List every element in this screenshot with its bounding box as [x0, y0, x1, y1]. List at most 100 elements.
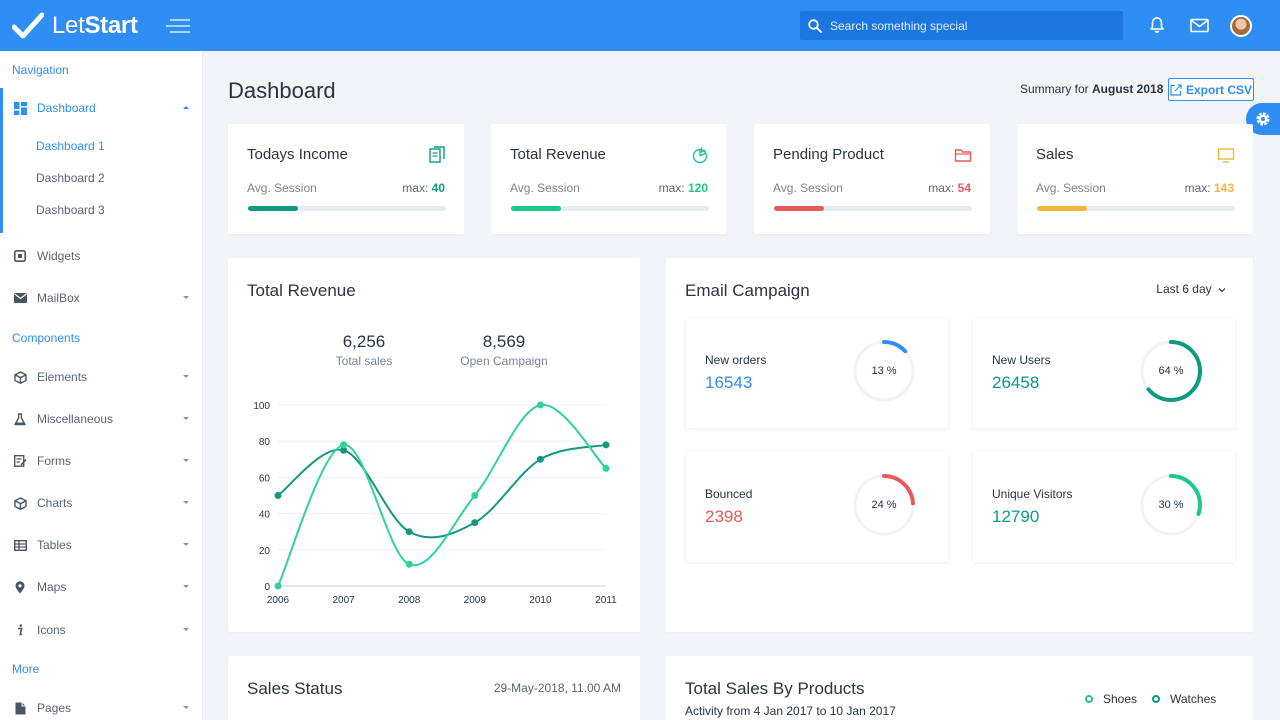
- sidebar-subitem-dashboard-1[interactable]: Dashboard 1: [36, 139, 105, 153]
- sidebar-item-label: MailBox: [37, 291, 80, 305]
- stat-card-total-revenue: Total Revenue Avg. Session max: 120: [491, 124, 727, 234]
- chevron-down-icon: [183, 543, 189, 546]
- data-point: [405, 560, 413, 568]
- campaign-card-new-orders: New orders 16543 13 %: [686, 318, 948, 428]
- messages-button[interactable]: [1188, 14, 1210, 36]
- table-icon: [13, 538, 27, 552]
- sidebar-item-mailbox[interactable]: MailBox: [0, 284, 203, 312]
- user-avatar[interactable]: [1230, 15, 1252, 37]
- sidebar-item-charts[interactable]: Charts: [0, 489, 203, 517]
- progress-bar: [1037, 206, 1235, 211]
- legend-dot-icon: [1152, 695, 1160, 703]
- menu-toggle-button[interactable]: [166, 15, 192, 37]
- clipboard-icon: [429, 146, 445, 163]
- notifications-button[interactable]: [1146, 14, 1168, 36]
- campaign-value: 2398: [705, 507, 743, 526]
- sidebar-subitem-dashboard-2[interactable]: Dashboard 2: [36, 171, 105, 185]
- page-title: Dashboard: [228, 78, 336, 103]
- sales-status-timestamp: 29-May-2018, 11.00 AM: [493, 681, 621, 695]
- series-line-1: [277, 443, 607, 539]
- progress-ring: [853, 340, 915, 402]
- stat-max: max: 40: [402, 181, 445, 195]
- pie-chart-icon: [692, 147, 708, 164]
- sidebar-item-miscellaneous[interactable]: Miscellaneous: [0, 405, 203, 433]
- card-title: Total Revenue: [247, 281, 356, 300]
- date-range-dropdown[interactable]: Last 6 day: [1156, 282, 1226, 296]
- card-title: Email Campaign: [685, 281, 810, 300]
- stat-card-pending-product: Pending Product Avg. Session max: 54: [754, 124, 990, 234]
- progress-fill: [1037, 206, 1087, 211]
- open-campaign-value: 8,569: [482, 332, 526, 351]
- data-point: [602, 441, 610, 449]
- stat-card-todays-income: Todays Income Avg. Session max: 40: [228, 124, 464, 234]
- sidebar-item-maps[interactable]: Maps: [0, 573, 203, 601]
- search-icon[interactable]: [808, 18, 822, 33]
- sidebar-item-label: Pages: [37, 701, 72, 715]
- stat-subtitle: Avg. Session: [1036, 181, 1106, 195]
- sidebar-item-tables[interactable]: Tables: [0, 531, 203, 559]
- search-input[interactable]: [830, 18, 1110, 33]
- chevron-up-icon: [183, 106, 189, 109]
- export-icon: [1170, 83, 1182, 96]
- envelope-icon: [13, 291, 27, 305]
- hamburger-icon: [166, 19, 190, 33]
- export-csv-button[interactable]: Export CSV: [1168, 78, 1254, 101]
- email-campaign-card: Email Campaign Last 6 day New orders 165…: [666, 258, 1253, 632]
- stat-subtitle: Avg. Session: [773, 181, 843, 195]
- section-title-more: More: [12, 662, 40, 676]
- stat-subtitle: Avg. Session: [510, 181, 580, 195]
- stat-card-sales: Sales Avg. Session max: 143: [1017, 124, 1253, 234]
- ring-progress: [1140, 474, 1202, 536]
- chevron-down-icon: [1218, 288, 1226, 293]
- campaign-label: New orders: [705, 353, 767, 367]
- x-tick-label: 2009: [464, 595, 487, 606]
- campaign-label: Bounced: [705, 487, 753, 501]
- data-point: [471, 492, 479, 499]
- x-tick-label: 2008: [398, 595, 421, 606]
- progress-bar: [248, 206, 446, 211]
- data-point: [602, 464, 610, 472]
- y-tick-label: 80: [259, 437, 271, 448]
- total-sales-value: 6,256: [342, 332, 386, 351]
- bell-icon: [1150, 17, 1164, 33]
- progress-fill: [511, 206, 561, 211]
- chevron-down-icon: [183, 296, 189, 299]
- y-tick-label: 60: [259, 473, 271, 484]
- sidebar-item-forms[interactable]: Forms: [0, 447, 203, 475]
- total-sales-products-card: Total Sales By Products Activity from 4 …: [666, 656, 1253, 720]
- progress-ring: [853, 474, 915, 536]
- page-icon: [13, 701, 27, 715]
- data-point: [405, 528, 413, 536]
- y-tick-label: 100: [253, 401, 270, 412]
- data-point: [340, 446, 348, 454]
- active-indicator: [0, 88, 3, 233]
- sidebar-item-label: Tables: [37, 538, 72, 552]
- sidebar-item-dashboard[interactable]: Dashboard: [0, 94, 203, 122]
- chevron-down-icon: [183, 459, 189, 462]
- sidebar-item-pages[interactable]: Pages: [0, 694, 203, 720]
- stat-max: max: 143: [1184, 181, 1234, 195]
- sidebar-item-icons[interactable]: Icons: [0, 616, 203, 644]
- stat-subtitle: Avg. Session: [247, 181, 317, 195]
- chevron-down-icon: [183, 501, 189, 504]
- progress-ring: [1140, 474, 1202, 536]
- brand-logo[interactable]: LetStart: [12, 10, 138, 42]
- legend-watches[interactable]: Watches: [1152, 692, 1216, 706]
- sidebar-subitem-dashboard-3[interactable]: Dashboard 3: [36, 203, 105, 217]
- ring-progress: [1140, 340, 1202, 402]
- x-tick-label: 2007: [332, 595, 355, 606]
- ring-percent: 13 %: [871, 365, 897, 377]
- stat-title: Pending Product: [773, 146, 884, 163]
- progress-bar: [774, 206, 972, 211]
- campaign-card-bounced: Bounced 2398 24 %: [686, 452, 948, 562]
- mail-icon: [1189, 18, 1209, 32]
- progress-fill: [248, 206, 298, 211]
- sidebar-item-widgets[interactable]: Widgets: [0, 242, 203, 270]
- summary-text: Summary for August 2018: [1020, 82, 1164, 96]
- chevron-down-icon: [183, 417, 189, 420]
- sidebar-item-label: Charts: [37, 496, 73, 510]
- progress-ring: [1140, 340, 1202, 402]
- sidebar-item-elements[interactable]: Elements: [0, 363, 203, 391]
- legend-shoes[interactable]: Shoes: [1085, 692, 1137, 706]
- open-campaign-label: Open Campaign: [460, 354, 548, 368]
